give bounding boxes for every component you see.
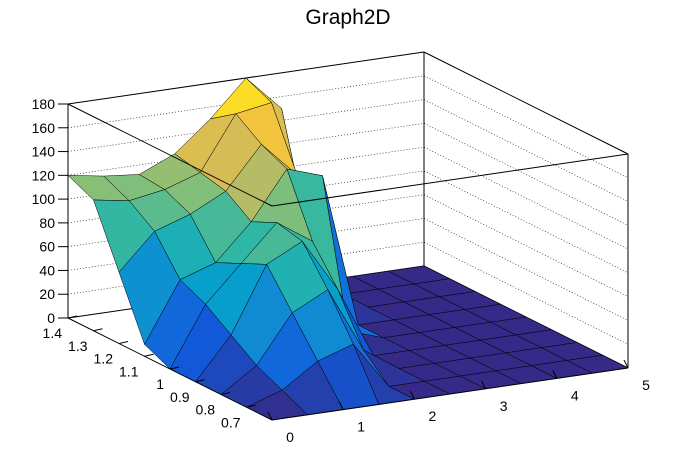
z-tick-label: 80	[39, 215, 55, 231]
y-tick	[93, 328, 103, 332]
z-tick-label: 40	[39, 262, 55, 278]
y-tick-label: 1.2	[94, 351, 114, 367]
box-edge	[271, 153, 629, 207]
y-tick	[246, 404, 256, 408]
z-tick-label: 0	[47, 310, 55, 326]
y-tick-label: 0.7	[221, 414, 241, 430]
z-tick-label: 160	[32, 120, 56, 136]
y-tick-label: 1	[156, 376, 164, 392]
y-tick	[220, 392, 231, 395]
x-tick-label: 3	[500, 398, 508, 414]
x-tick-label: 4	[571, 387, 579, 403]
y-tick-label: 1.4	[43, 325, 63, 341]
z-tick-label: 140	[32, 144, 56, 160]
x-tick	[338, 401, 344, 410]
x-tick	[409, 390, 415, 400]
z-tick-label: 20	[39, 286, 55, 302]
z-tick-label: 120	[32, 167, 56, 183]
box-edge	[67, 103, 273, 207]
y-tick	[118, 341, 129, 344]
x-tick-label: 2	[429, 408, 437, 424]
x-tick	[623, 359, 629, 369]
x-tick-label: 0	[286, 429, 294, 445]
y-tick-label: 1.1	[119, 363, 139, 379]
x-tick-label: 5	[642, 377, 650, 393]
z-tick-label: 60	[39, 239, 55, 255]
x-tick	[481, 380, 487, 390]
grid-line	[67, 75, 629, 179]
y-tick	[169, 366, 180, 370]
y-tick-label: 0.9	[170, 389, 190, 405]
x-tick	[552, 370, 558, 379]
chart-title: Graph2D	[305, 6, 390, 29]
z-tick-label: 180	[32, 96, 56, 112]
y-tick-label: 1.3	[68, 338, 88, 354]
y-tick-label: 0.8	[196, 402, 216, 418]
z-tick-label: 100	[32, 191, 56, 207]
y-tick	[144, 353, 154, 357]
y-tick	[67, 315, 78, 319]
grid-line	[67, 51, 629, 155]
x-tick	[267, 411, 273, 421]
x-tick-label: 1	[357, 419, 365, 435]
x-axis	[271, 367, 629, 421]
y-tick	[195, 379, 205, 383]
